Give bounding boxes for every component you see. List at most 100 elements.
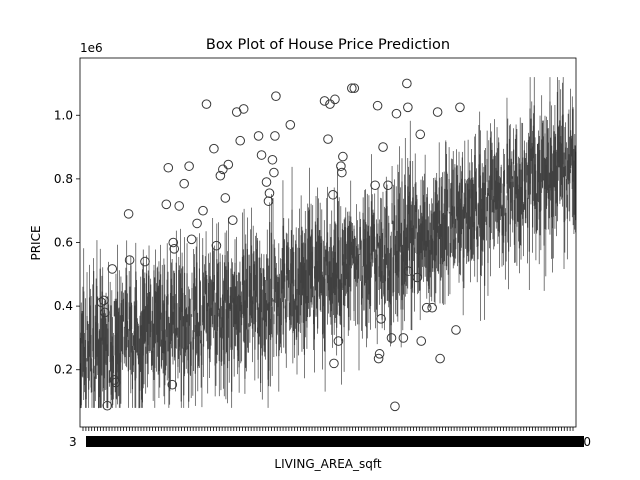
outlier-point (386, 333, 397, 343)
box (398, 218, 400, 272)
box (141, 310, 143, 403)
box (183, 347, 185, 396)
box (234, 262, 236, 325)
box (371, 227, 373, 260)
outlier-point (432, 107, 443, 117)
box (482, 182, 484, 240)
box (439, 210, 441, 265)
box (423, 202, 425, 246)
box (89, 305, 91, 344)
box (203, 296, 205, 347)
box (113, 301, 115, 317)
box (407, 186, 409, 249)
box (354, 263, 356, 279)
box (498, 142, 500, 201)
box (231, 304, 233, 392)
box (422, 195, 425, 251)
box (372, 215, 374, 252)
outlier-point (96, 297, 107, 308)
box (550, 167, 552, 191)
box (212, 246, 214, 325)
box (325, 249, 327, 262)
box (387, 278, 389, 291)
outlier-point (256, 150, 267, 160)
box (512, 181, 514, 221)
outlier-point (163, 162, 174, 173)
box (231, 274, 234, 303)
box (399, 233, 401, 247)
outlier-point (186, 234, 197, 245)
outlier-point (372, 100, 383, 111)
box (106, 344, 108, 390)
outlier-point (329, 358, 339, 369)
box (184, 272, 186, 374)
box (397, 199, 399, 278)
box (290, 263, 292, 325)
box (246, 249, 248, 308)
box (90, 334, 92, 388)
box (461, 157, 463, 193)
box (361, 275, 363, 299)
box (551, 145, 553, 218)
box (460, 198, 462, 251)
box (187, 345, 189, 361)
box (289, 283, 291, 316)
box (481, 208, 483, 251)
box (333, 229, 335, 289)
box (226, 269, 228, 320)
box (309, 252, 311, 276)
box (465, 197, 467, 213)
box (277, 281, 279, 308)
box (202, 254, 204, 323)
box (503, 171, 505, 243)
box (178, 270, 180, 351)
box (398, 193, 401, 252)
chart-title: Box Plot of House Price Prediction (206, 37, 450, 53)
box (470, 216, 472, 250)
box (356, 259, 358, 283)
box (138, 353, 140, 409)
box (117, 291, 119, 365)
box (298, 247, 301, 295)
box (519, 163, 521, 242)
box (480, 199, 482, 240)
box (317, 235, 320, 282)
box (504, 212, 506, 237)
box (321, 239, 323, 271)
outlier-point (102, 400, 113, 411)
box (442, 217, 444, 263)
box (380, 222, 382, 279)
box (152, 350, 154, 373)
box (508, 189, 510, 252)
box (413, 247, 415, 294)
box (181, 288, 183, 313)
outlier-point (455, 102, 465, 113)
box (328, 261, 330, 298)
box (553, 150, 555, 187)
box (360, 238, 362, 249)
box (205, 270, 207, 332)
box (484, 182, 486, 286)
box (532, 146, 534, 228)
box (123, 336, 125, 356)
box (568, 154, 570, 181)
box (270, 232, 272, 306)
box (180, 299, 182, 402)
outlier-point (198, 205, 208, 216)
box (173, 270, 175, 310)
box (129, 306, 131, 331)
box (505, 212, 507, 232)
box (314, 246, 316, 279)
box (394, 244, 396, 274)
outlier-point (337, 167, 347, 178)
box (287, 268, 289, 301)
box (230, 287, 232, 348)
box (247, 329, 249, 353)
box (122, 298, 124, 322)
box (359, 226, 361, 250)
box (441, 213, 444, 265)
box (499, 178, 501, 209)
outlier-point (227, 215, 238, 226)
box (209, 276, 211, 350)
box (540, 193, 542, 211)
